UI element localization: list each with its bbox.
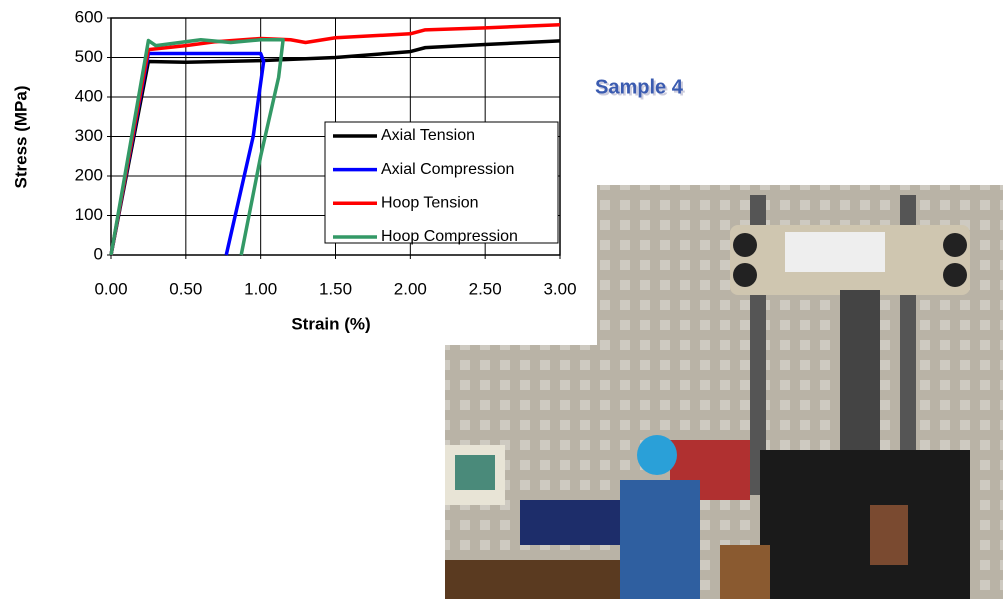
x-tick-label: 0.00 [94,279,127,298]
x-axis-label: Strain (%) [291,314,370,333]
y-tick-label: 600 [75,7,103,26]
legend-label: Axial Tension [381,127,475,144]
y-tick-label: 100 [75,205,103,224]
y-axis-label: Stress (MPa) [11,86,30,189]
legend-label: Hoop Compression [381,228,518,245]
x-tick-label: 2.00 [394,279,427,298]
x-tick-label: 1.00 [244,279,277,298]
x-tick-label: 0.50 [169,279,202,298]
y-tick-label: 200 [75,165,103,184]
legend-label: Axial Compression [381,161,514,178]
y-tick-label: 500 [75,47,103,66]
legend-label: Hoop Tension [381,195,479,212]
x-tick-label: 3.00 [543,279,576,298]
y-tick-label: 300 [75,126,103,145]
slide: Sample 4 Sample 4 Strain (%) Stress (MPa… [0,0,1003,599]
y-tick-label: 400 [75,86,103,105]
y-tick-label: 0 [94,244,103,263]
x-tick-label: 2.50 [469,279,502,298]
x-tick-label: 1.50 [319,279,352,298]
annotation: Sample 4 [595,76,684,98]
